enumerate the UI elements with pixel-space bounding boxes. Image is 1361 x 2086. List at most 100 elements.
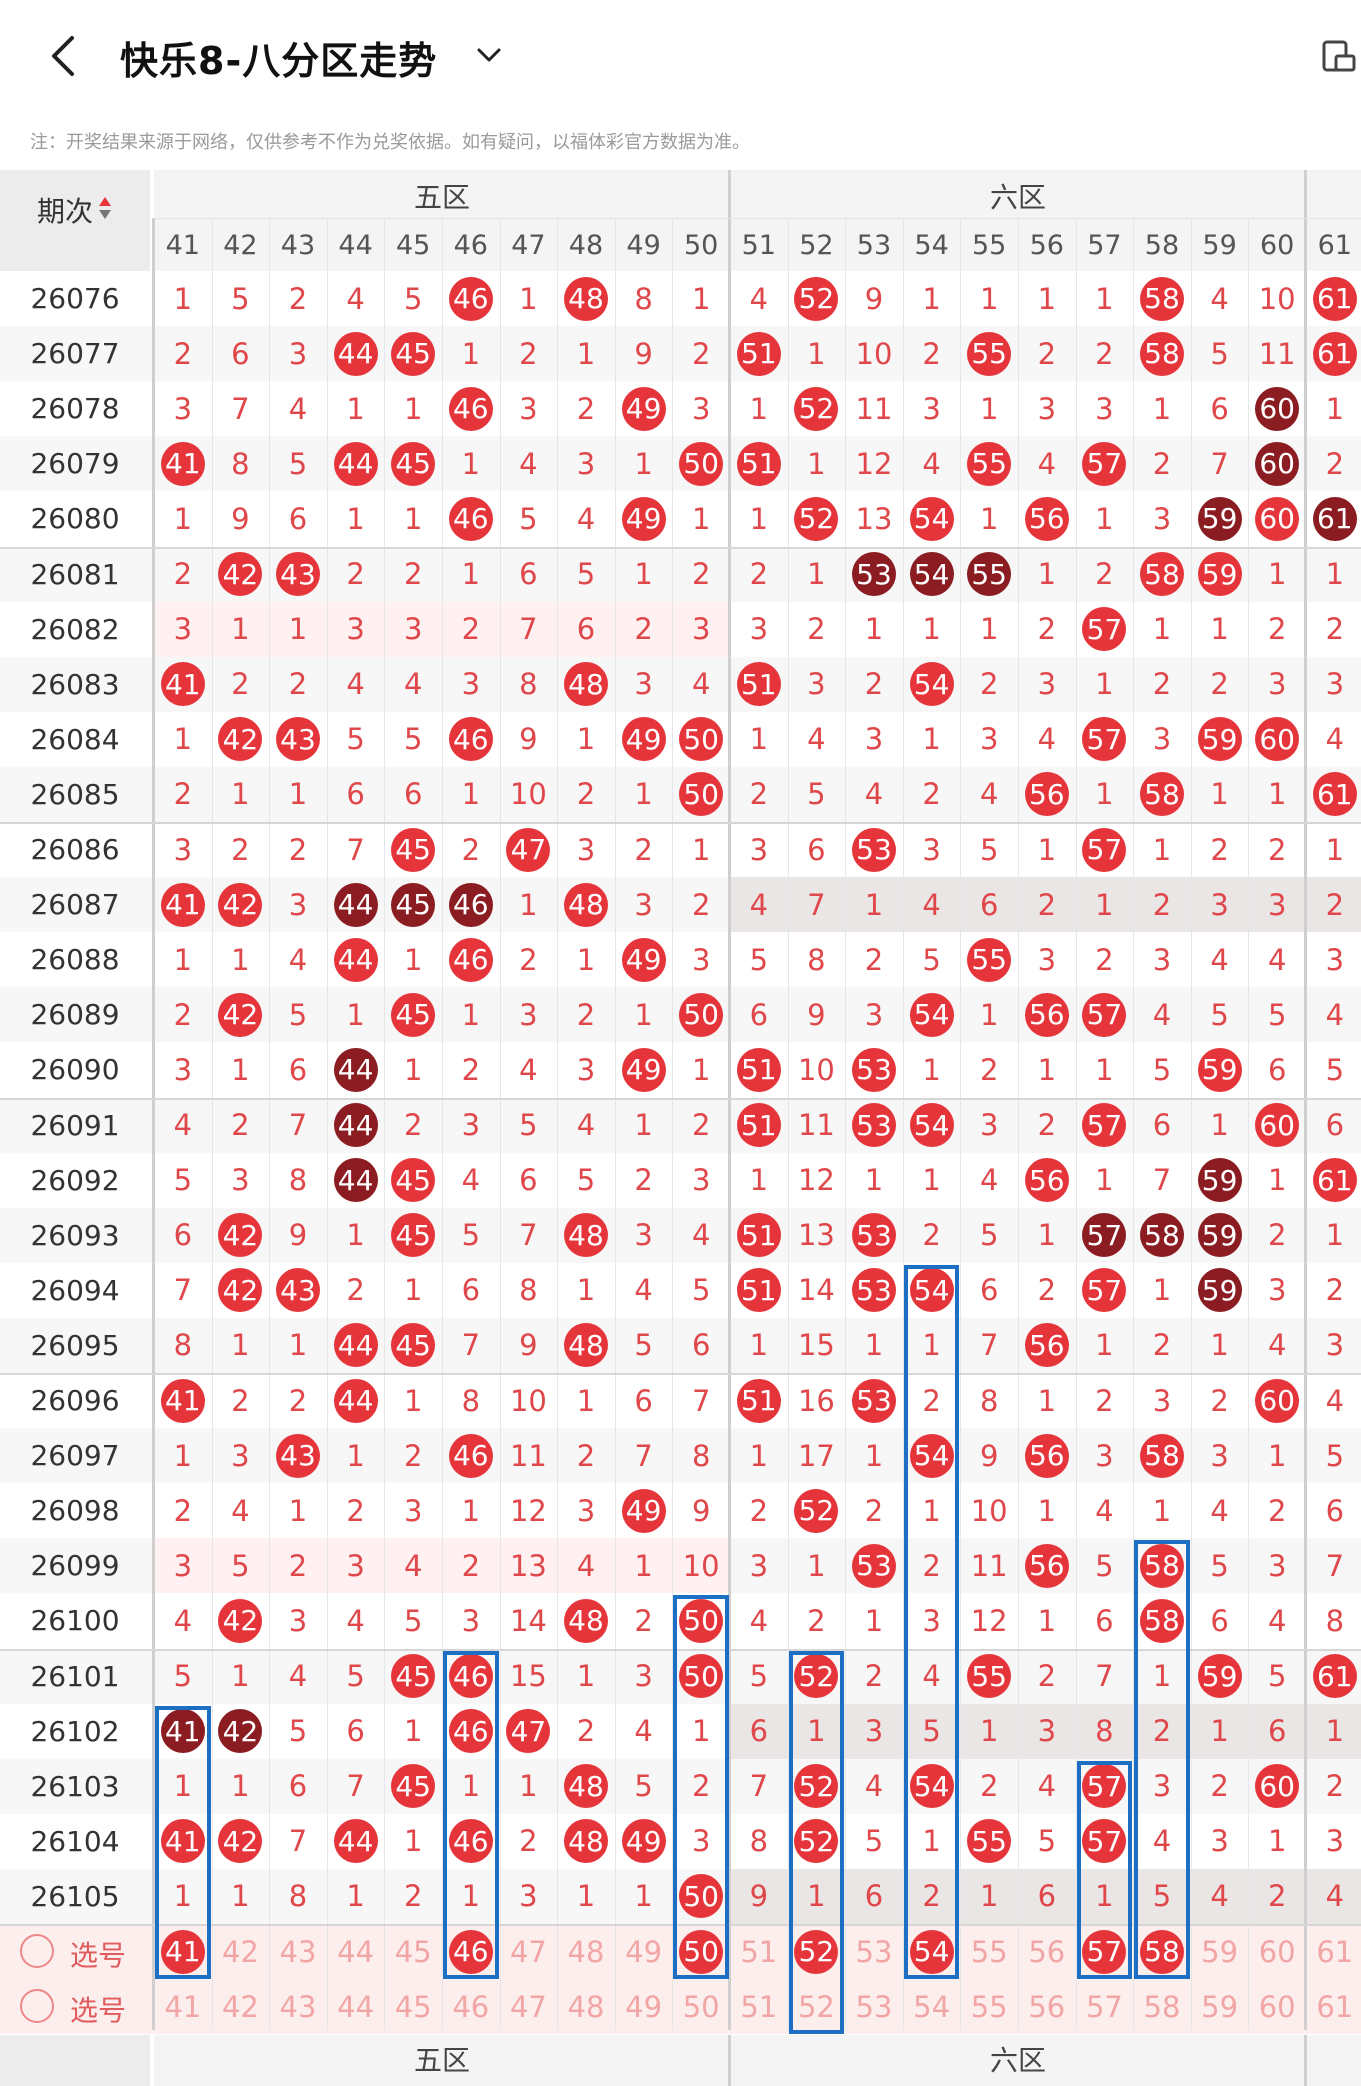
number-ball: 49 — [615, 1483, 673, 1538]
number-ball: 45 — [384, 877, 442, 932]
selected-ball[interactable]: 52 — [794, 1929, 839, 1974]
select-number[interactable]: 58 — [1143, 1989, 1181, 2024]
zone-top-divider — [728, 170, 731, 218]
select-number[interactable]: 43 — [279, 1934, 317, 1969]
miss-count: 1 — [634, 446, 653, 481]
select-number[interactable]: 41 — [154, 1924, 212, 1979]
number-ball: 57 — [1076, 1263, 1134, 1318]
ball: 53 — [851, 1103, 896, 1148]
sort-icon[interactable] — [97, 195, 113, 228]
select-number[interactable]: 42 — [221, 1934, 259, 1969]
ball: 44 — [333, 1819, 378, 1864]
select-number[interactable]: 41 — [164, 1989, 202, 2024]
miss-count: 2 — [173, 1493, 193, 1528]
select-number[interactable]: 43 — [279, 1989, 317, 2024]
miss-count: 3 — [691, 612, 711, 647]
rotate-screen-icon[interactable] — [1318, 36, 1358, 76]
select-number[interactable]: 52 — [788, 1924, 846, 1979]
selected-ball[interactable]: 58 — [1139, 1929, 1184, 1974]
select-number[interactable]: 55 — [970, 1934, 1008, 1969]
period-header[interactable]: 期次 — [0, 190, 150, 230]
ball: 58 — [1139, 1543, 1184, 1588]
select-number[interactable]: 57 — [1085, 1989, 1123, 2024]
miss-count: 3 — [288, 1603, 308, 1638]
selected-ball[interactable]: 54 — [909, 1929, 954, 1974]
ball: 56 — [1024, 1158, 1069, 1203]
miss-count: 2 — [288, 1548, 308, 1583]
select-number[interactable]: 44 — [337, 1989, 375, 2024]
miss-count: 4 — [1152, 997, 1172, 1032]
miss-count: 6 — [979, 1273, 999, 1308]
miss-count: 1 — [231, 1769, 250, 1804]
select-number[interactable]: 48 — [567, 1934, 605, 1969]
page-title[interactable]: 快乐8-八分区走势 — [120, 39, 438, 83]
miss-count: 3 — [173, 1052, 193, 1087]
select-number[interactable]: 58 — [1133, 1924, 1191, 1979]
ball: 47 — [506, 1709, 551, 1754]
number-ball: 41 — [154, 1373, 212, 1428]
select-number[interactable]: 59 — [1201, 1934, 1239, 1969]
select-number[interactable]: 46 — [442, 1924, 500, 1979]
number-ball: 52 — [788, 381, 846, 436]
miss-count: 4 — [1210, 942, 1229, 977]
select-number[interactable]: 48 — [567, 1989, 605, 2024]
select-number[interactable]: 51 — [740, 1989, 778, 2024]
number-ball: 57 — [1076, 1759, 1134, 1814]
select-number[interactable]: 60 — [1258, 1934, 1296, 1969]
ball: 42 — [218, 992, 263, 1037]
select-number[interactable]: 49 — [625, 1934, 663, 1969]
miss-count: 11 — [970, 1548, 1008, 1583]
miss-count: 5 — [1095, 1548, 1114, 1583]
select-number[interactable]: 49 — [625, 1989, 663, 2024]
selected-ball[interactable]: 50 — [679, 1929, 724, 1974]
ball: 56 — [1024, 1323, 1069, 1368]
select-number[interactable]: 54 — [903, 1924, 961, 1979]
select-number[interactable]: 50 — [682, 1989, 720, 2024]
select-number[interactable]: 47 — [509, 1934, 547, 1969]
number-ball: 47 — [500, 822, 558, 877]
miss-count: 1 — [1152, 1273, 1172, 1308]
miss-count: 3 — [173, 1548, 193, 1583]
miss-count: 1 — [288, 1493, 308, 1528]
select-number[interactable]: 44 — [337, 1934, 375, 1969]
select-number[interactable]: 42 — [221, 1989, 259, 2024]
miss-count: 3 — [1095, 391, 1114, 426]
miss-count: 2 — [922, 1383, 941, 1418]
number-ball: 50 — [672, 1869, 730, 1924]
select-number[interactable]: 60 — [1258, 1989, 1296, 2024]
select-number[interactable]: 57 — [1076, 1924, 1134, 1979]
select-number[interactable]: 55 — [970, 1989, 1008, 2024]
miss-count: 14 — [797, 1273, 835, 1308]
select-number[interactable]: 59 — [1201, 1989, 1239, 2024]
ball: 45 — [391, 1323, 436, 1368]
miss-count: 1 — [173, 281, 193, 316]
select-number[interactable]: 46 — [452, 1989, 490, 2024]
select-number[interactable]: 53 — [855, 1934, 893, 1969]
selected-ball[interactable]: 41 — [160, 1929, 205, 1974]
number-ball: 60 — [1248, 712, 1306, 767]
select-number[interactable]: 54 — [913, 1989, 951, 2024]
selected-ball[interactable]: 46 — [448, 1929, 493, 1974]
miss-count: 5 — [519, 501, 538, 536]
select-number[interactable]: 50 — [672, 1924, 730, 1979]
select-number[interactable]: 56 — [1028, 1989, 1066, 2024]
select-number[interactable]: 47 — [509, 1989, 547, 2024]
select-radio[interactable] — [20, 1934, 54, 1968]
chevron-down-icon[interactable] — [474, 40, 504, 70]
miss-count: 1 — [576, 1383, 596, 1418]
select-number[interactable]: 52 — [797, 1989, 835, 2024]
miss-count: 2 — [576, 777, 596, 812]
select-number[interactable]: 61 — [1316, 1989, 1354, 2024]
ball: 48 — [563, 1819, 608, 1864]
select-number[interactable]: 61 — [1316, 1934, 1354, 1969]
miss-count: 6 — [807, 832, 826, 867]
miss-count: 9 — [691, 1493, 711, 1528]
selected-ball[interactable]: 57 — [1082, 1929, 1127, 1974]
back-arrow-icon[interactable] — [44, 32, 84, 80]
select-number[interactable]: 51 — [740, 1934, 778, 1969]
select-number[interactable]: 56 — [1028, 1934, 1066, 1969]
select-radio[interactable] — [20, 1989, 54, 2024]
select-number[interactable]: 45 — [394, 1934, 432, 1969]
select-number[interactable]: 45 — [394, 1989, 432, 2024]
select-number[interactable]: 53 — [855, 1989, 893, 2024]
